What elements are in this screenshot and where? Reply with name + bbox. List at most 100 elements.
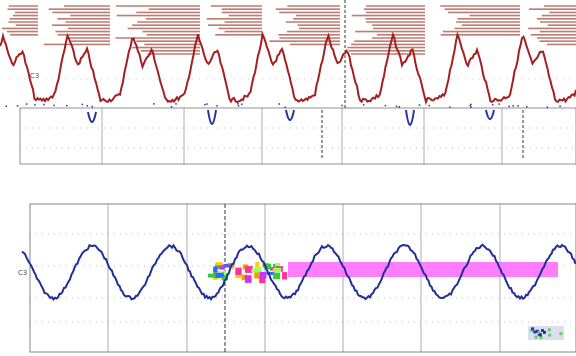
noise-pixel	[272, 263, 277, 272]
top-trace-plot: C3	[0, 0, 576, 165]
noise-pixel	[282, 272, 288, 280]
logo-pixel	[547, 328, 551, 332]
dropout-dot	[175, 103, 177, 105]
dropout-dot	[170, 106, 173, 108]
logo-pixel	[559, 332, 563, 336]
top-grid-frame	[19, 107, 576, 165]
noise-pixel	[259, 275, 266, 284]
color-noise-icon	[207, 262, 288, 284]
noise-pixel	[269, 266, 275, 271]
logo-pixel	[542, 330, 546, 334]
noise-pixel	[222, 270, 226, 276]
bottom-channel-label: C3	[18, 269, 27, 277]
noise-pixel	[274, 267, 282, 273]
logo-pixel	[541, 329, 545, 333]
noise-pixel	[275, 262, 281, 267]
dropout-dot	[546, 106, 549, 109]
noise-pixel	[259, 271, 267, 279]
logo-pixel	[531, 327, 535, 331]
bottom-grid	[29, 203, 576, 353]
bottom-grid-frame	[29, 203, 576, 353]
top-cursors	[321, 0, 524, 160]
dropout-dot	[237, 104, 240, 107]
dropout-dot	[470, 103, 472, 106]
noise-pixel	[241, 274, 248, 281]
dropout-dot	[525, 105, 528, 108]
dropout-dot	[66, 104, 68, 107]
dropout-dot	[204, 103, 206, 106]
dropout-dot	[449, 106, 451, 109]
dropout-dot	[16, 105, 19, 107]
dropout-dot	[491, 103, 494, 106]
noise-pixel	[235, 267, 242, 276]
dropout-dot	[341, 104, 343, 107]
bottom-trace-panel: C3	[0, 196, 576, 356]
noise-pixel	[254, 266, 262, 273]
logo-pixel	[548, 333, 552, 337]
noise-pixel	[266, 271, 275, 275]
dropout-dot	[470, 106, 472, 108]
dropout-dot	[81, 103, 84, 106]
top-trace-panel: C3	[0, 0, 576, 168]
noise-pixel	[255, 262, 260, 270]
noise-pixel	[213, 266, 218, 273]
dropout-dot	[241, 103, 243, 105]
dropout-dot	[428, 104, 431, 107]
dropout-dot	[384, 104, 387, 107]
noise-pixel	[263, 263, 272, 270]
dropout-dot	[469, 104, 472, 107]
dropout-mark	[405, 109, 415, 126]
logo-pixel	[537, 331, 541, 335]
dropout-dot	[517, 105, 519, 107]
dropout-dot	[498, 103, 500, 105]
scope-logo-icon	[528, 326, 564, 340]
logo-pixel	[533, 330, 537, 334]
dropout-dot	[418, 104, 421, 106]
dropout-dot	[206, 103, 208, 105]
noise-pixel	[213, 272, 222, 278]
logo-pixel	[538, 333, 542, 337]
noise-pixel	[207, 273, 216, 278]
noise-pixel	[273, 272, 281, 280]
dropout-dot	[284, 106, 286, 109]
dropout-dot	[5, 105, 8, 107]
dropout-dot	[508, 105, 510, 108]
dropout-dot	[362, 104, 365, 106]
dropout-mark	[207, 109, 217, 125]
dropout-dot	[91, 105, 93, 108]
dropout-dot	[43, 103, 45, 106]
dropout-dot	[25, 103, 28, 105]
header-bands	[2, 5, 576, 55]
dropout-dot	[395, 105, 398, 108]
noise-pixel	[251, 268, 256, 273]
noise-pixel	[215, 262, 223, 266]
dropout-dot	[398, 106, 401, 108]
dropout-dot	[86, 104, 89, 107]
noise-pixel	[221, 273, 229, 281]
dropout-mark	[87, 111, 97, 123]
dropout-dot	[278, 103, 280, 105]
top-grid	[10, 78, 576, 165]
dropout-mark	[485, 109, 495, 120]
bottom-waveform	[21, 243, 576, 302]
logo-pixel	[539, 336, 543, 340]
logo-pixel	[530, 328, 534, 332]
dropout-dot	[53, 104, 55, 107]
noise-pixel	[244, 266, 253, 273]
dropout-dot	[153, 103, 155, 105]
dropout-dot	[237, 103, 239, 105]
dropout-dot	[512, 105, 514, 107]
dropout-mark	[285, 109, 295, 121]
dropout-marks	[5, 103, 561, 126]
bottom-trace-plot: C3	[18, 203, 576, 353]
noise-pixel	[223, 264, 232, 268]
logo-pixel	[534, 335, 538, 339]
dropout-dot	[559, 105, 561, 108]
noise-pixel	[254, 270, 260, 279]
noise-pixel	[220, 272, 224, 278]
dropout-dot	[216, 105, 218, 107]
noise-pixel	[219, 264, 225, 270]
top-channel-label: C3	[30, 72, 39, 80]
logo-pixel	[535, 329, 539, 333]
dropout-dot	[34, 104, 36, 106]
